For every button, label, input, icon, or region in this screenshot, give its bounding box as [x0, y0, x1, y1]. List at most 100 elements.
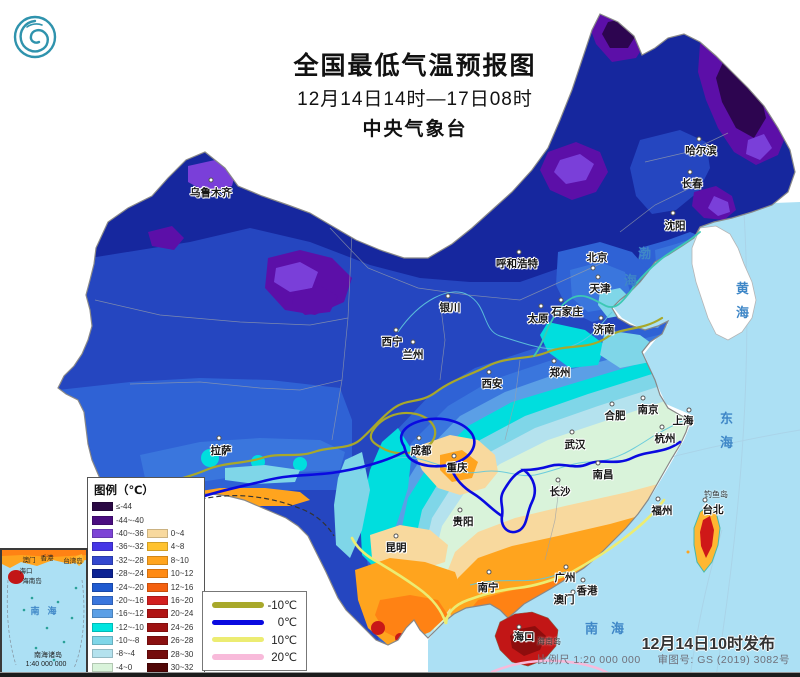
legend-row: 0~4	[146, 527, 193, 540]
city-dot	[208, 177, 214, 183]
inset-label: 南	[30, 606, 40, 616]
city-label: 武汉	[564, 439, 586, 451]
city-label: 拉萨	[210, 445, 232, 457]
city-label: 银川	[439, 302, 461, 314]
legend-row: -20~-16	[92, 594, 144, 607]
island-label: 海南岛	[537, 637, 561, 646]
legend-range: 28~30	[170, 649, 194, 659]
city-label: 太原	[527, 313, 549, 325]
legend-swatch	[146, 528, 168, 538]
inset-label: 海口	[19, 568, 33, 575]
legend-row: 12~16	[146, 580, 193, 593]
legend-swatch	[92, 569, 113, 579]
city-dot	[570, 589, 576, 595]
city-dot	[598, 315, 604, 321]
city-label: 乌鲁木齐	[190, 187, 232, 199]
legend-row: -32~-28	[92, 554, 144, 567]
legend-swatch	[92, 502, 113, 512]
island-label: 钓鱼岛	[704, 490, 728, 499]
isoline-sample	[212, 602, 264, 608]
isoline-label: 10℃	[271, 634, 297, 647]
legend-swatch	[146, 569, 168, 579]
legend-swatch	[92, 542, 113, 552]
isoline-label: 0℃	[277, 617, 297, 630]
legend-range: -28~-24	[116, 569, 144, 579]
legend-range: -36~-32	[116, 542, 144, 552]
isoline-row: 20℃	[212, 649, 297, 665]
city-dot	[686, 407, 692, 413]
city-label: 香港	[576, 585, 598, 597]
city-label: 南京	[637, 404, 659, 416]
legend-range: -44~-40	[116, 515, 144, 525]
city-dot	[486, 369, 492, 375]
city-dot	[516, 624, 522, 630]
city-label: 呼和浩特	[496, 258, 538, 270]
legend-swatch	[146, 542, 168, 552]
korea-landmass	[691, 225, 757, 341]
city-dot	[595, 274, 601, 280]
city-label: 合肥	[604, 410, 626, 422]
inset-label: 海南岛	[22, 578, 42, 585]
legend-row: -16~-12	[92, 607, 144, 620]
legend-row: -24~-20	[92, 580, 144, 593]
city-dot	[393, 533, 399, 539]
legend-row: 8~10	[146, 554, 193, 567]
sea-label: 海	[735, 305, 751, 320]
legend-range: -4~0	[116, 662, 133, 672]
city-label: 北京	[586, 252, 608, 264]
legend-row: -8~-4	[92, 647, 144, 660]
city-dot	[702, 497, 708, 503]
legend-swatch	[92, 622, 113, 632]
legend-range: 30~32	[170, 662, 194, 672]
legend-swatch	[146, 582, 168, 592]
legend-range: -20~-16	[116, 595, 144, 605]
isoline-row: -10℃	[212, 597, 297, 613]
city-dot	[563, 564, 569, 570]
legend-range: -8~-4	[116, 649, 135, 659]
legend-swatch	[92, 555, 113, 565]
legend-range: -12~-10	[116, 622, 144, 632]
sea-label: 南	[584, 621, 600, 636]
legend-row: -36~-32	[92, 540, 144, 553]
city-label: 杭州	[654, 433, 676, 445]
city-dot	[569, 429, 575, 435]
inset-label: 澳门	[22, 557, 36, 564]
city-dot	[558, 297, 564, 303]
city-dot	[393, 327, 399, 333]
page-title: 全国最低气温预报图	[293, 52, 537, 80]
legend-range: -16~-12	[116, 609, 144, 619]
isoline-row: 0℃	[212, 614, 297, 630]
city-label: 上海	[672, 415, 694, 427]
sea-label: 黄	[735, 281, 751, 296]
issue-time: 12月14日10时发布	[641, 636, 775, 653]
city-dot	[590, 265, 596, 271]
legend-range: 8~10	[170, 555, 189, 565]
rivers	[359, 291, 689, 586]
sea-label: 海	[623, 273, 639, 288]
sea-label: 渤	[637, 246, 653, 261]
legend-row: 26~28	[146, 634, 193, 647]
city-dot	[445, 293, 451, 299]
legend-swatch	[146, 622, 168, 632]
sea-label: 海	[610, 621, 626, 636]
city-dot	[580, 577, 586, 583]
sea-label: 海	[719, 435, 735, 450]
hainan-island	[494, 611, 559, 667]
city-label: 西宁	[381, 336, 403, 348]
city-label: 西安	[481, 378, 503, 390]
city-label: 济南	[593, 324, 615, 336]
legend-row: -4~0	[92, 661, 144, 674]
city-label: 福州	[651, 505, 673, 517]
bottom-frame-bar	[0, 672, 800, 677]
isoline-sample	[212, 636, 264, 643]
legend-swatch	[92, 662, 113, 672]
legend-range: -10~-8	[116, 636, 140, 646]
legend-swatch	[92, 515, 113, 525]
inset-map	[2, 550, 86, 669]
city-label: 台北	[702, 504, 724, 516]
legend-row: 4~8	[146, 540, 193, 553]
legend-swatch	[92, 636, 113, 646]
legend-range: -32~-28	[116, 555, 144, 565]
city-label: 长春	[681, 178, 703, 190]
legend-range: -24~-20	[116, 582, 144, 592]
